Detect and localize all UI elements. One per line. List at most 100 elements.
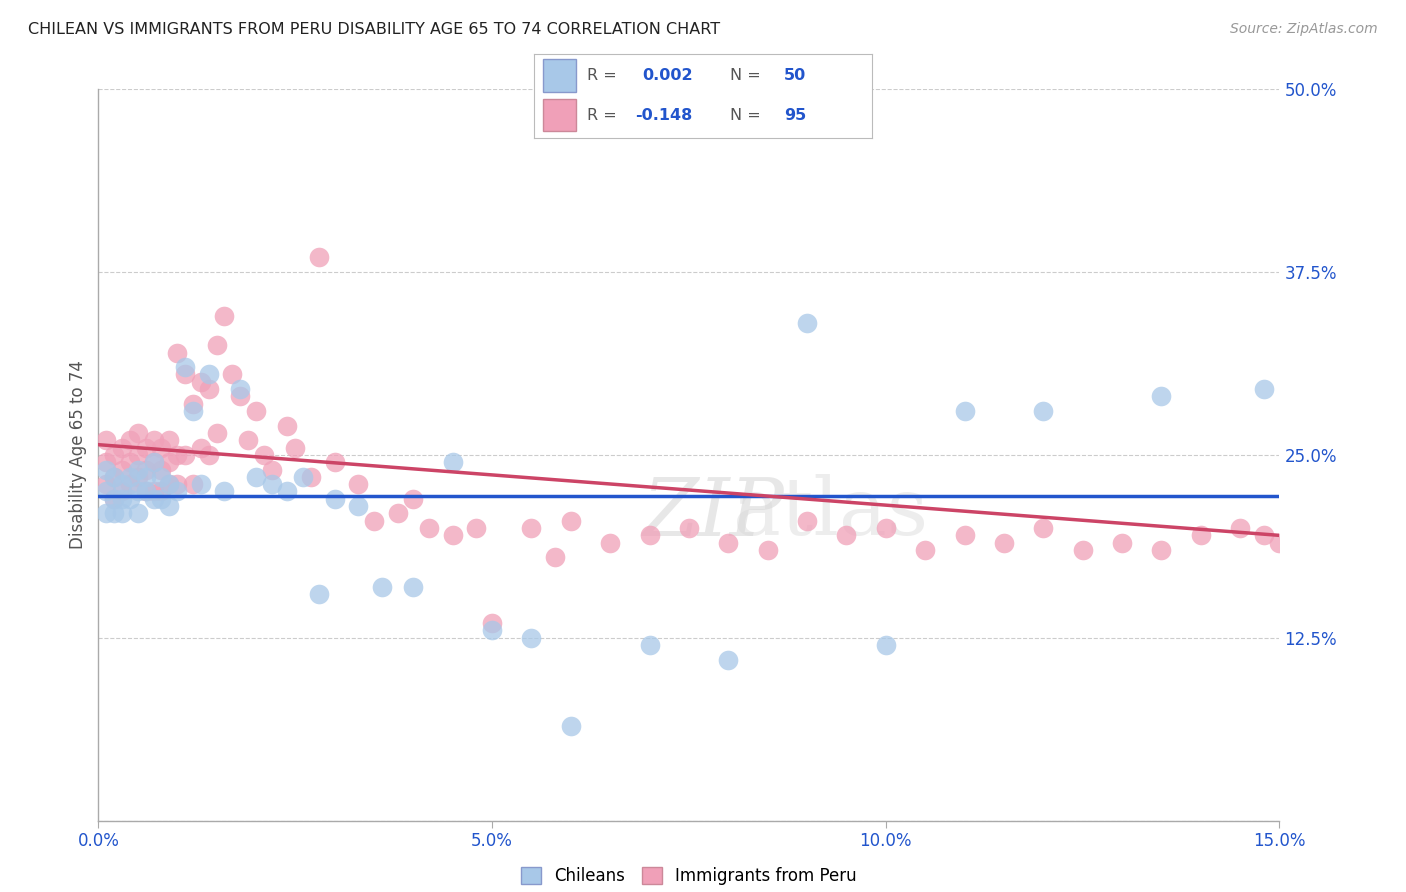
Point: [993, 535, 1015, 549]
Point: [638, 638, 661, 652]
Point: [127, 425, 149, 440]
Text: R =: R =: [586, 68, 616, 83]
Point: [347, 499, 370, 513]
Text: atlas: atlas: [733, 475, 928, 552]
Point: [1299, 535, 1322, 549]
Point: [111, 477, 134, 491]
Point: [465, 521, 488, 535]
Point: [214, 309, 236, 323]
Point: [1111, 535, 1133, 549]
Point: [103, 507, 125, 521]
Point: [221, 368, 243, 382]
Point: [875, 521, 897, 535]
Point: [560, 718, 582, 732]
Point: [1331, 535, 1354, 549]
Point: [953, 528, 976, 542]
Point: [1347, 535, 1369, 549]
Point: [292, 470, 315, 484]
Point: [214, 484, 236, 499]
Point: [111, 491, 134, 506]
Point: [181, 397, 204, 411]
Point: [441, 528, 464, 542]
Point: [96, 507, 118, 521]
Point: [103, 470, 125, 484]
Point: [1339, 528, 1361, 542]
Point: [96, 484, 118, 499]
Bar: [543, 60, 576, 92]
Point: [418, 521, 440, 535]
Point: [118, 455, 141, 469]
Point: [157, 434, 180, 448]
Point: [205, 338, 228, 352]
Point: [166, 448, 188, 462]
Point: [181, 477, 204, 491]
Point: [150, 441, 173, 455]
Point: [229, 389, 252, 403]
Point: [1371, 528, 1393, 542]
Point: [142, 455, 165, 469]
Point: [953, 404, 976, 418]
Point: [1032, 404, 1054, 418]
Bar: [543, 99, 576, 131]
Text: 95: 95: [785, 108, 806, 123]
Point: [308, 587, 330, 601]
Point: [118, 434, 141, 448]
Point: [1308, 528, 1330, 542]
Point: [190, 375, 212, 389]
Point: [157, 499, 180, 513]
Point: [111, 462, 134, 476]
Point: [520, 521, 543, 535]
Point: [717, 653, 740, 667]
Point: [276, 418, 298, 433]
Point: [135, 441, 157, 455]
Point: [142, 491, 165, 506]
Point: [103, 491, 125, 506]
Text: ZIP: ZIP: [641, 475, 783, 552]
Point: [299, 470, 322, 484]
Point: [157, 455, 180, 469]
Point: [1150, 389, 1173, 403]
Point: [96, 477, 118, 491]
Point: [142, 455, 165, 469]
Point: [111, 507, 134, 521]
Point: [190, 477, 212, 491]
Point: [127, 484, 149, 499]
Point: [103, 470, 125, 484]
Text: 0.002: 0.002: [643, 68, 693, 83]
Point: [1150, 543, 1173, 558]
Point: [96, 434, 118, 448]
Point: [387, 507, 409, 521]
Point: [1229, 521, 1251, 535]
Point: [181, 404, 204, 418]
Point: [96, 455, 118, 469]
Point: [260, 477, 283, 491]
Point: [1355, 528, 1378, 542]
Point: [481, 624, 503, 638]
Point: [174, 360, 197, 375]
Text: CHILEAN VS IMMIGRANTS FROM PERU DISABILITY AGE 65 TO 74 CORRELATION CHART: CHILEAN VS IMMIGRANTS FROM PERU DISABILI…: [28, 22, 720, 37]
Point: [308, 251, 330, 265]
Point: [135, 470, 157, 484]
Point: [236, 434, 259, 448]
Point: [402, 580, 425, 594]
Point: [127, 507, 149, 521]
Point: [323, 455, 346, 469]
Point: [323, 491, 346, 506]
Point: [1386, 528, 1406, 542]
Point: [166, 484, 188, 499]
Point: [118, 470, 141, 484]
Point: [638, 528, 661, 542]
Point: [127, 448, 149, 462]
Point: [1284, 528, 1306, 542]
Point: [111, 484, 134, 499]
Point: [103, 448, 125, 462]
Point: [197, 368, 219, 382]
Text: 50: 50: [785, 68, 806, 83]
Point: [135, 462, 157, 476]
Point: [371, 580, 394, 594]
Point: [127, 470, 149, 484]
Point: [197, 382, 219, 396]
Point: [166, 345, 188, 359]
Point: [142, 484, 165, 499]
Point: [1071, 543, 1094, 558]
